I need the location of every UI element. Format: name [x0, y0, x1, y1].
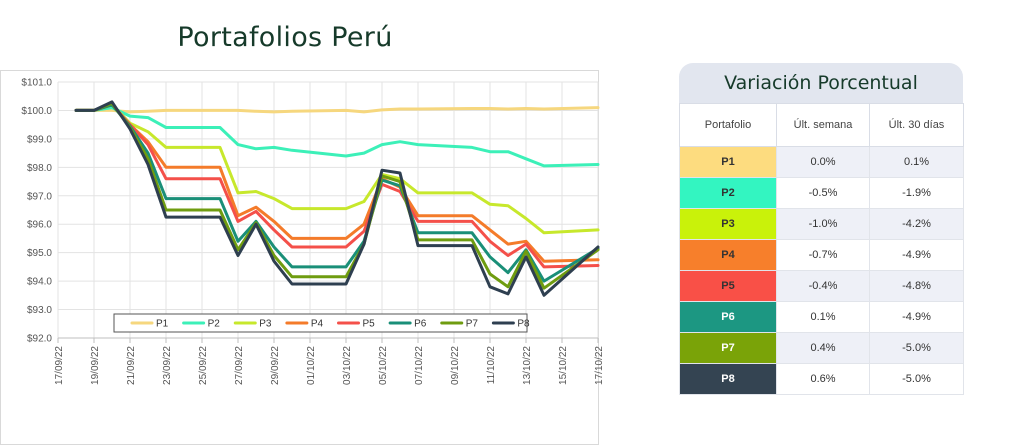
legend-label: P8: [517, 319, 530, 330]
x-tick-label: 27/09/22: [234, 346, 245, 385]
portfolio-name-cell: P3: [679, 208, 777, 240]
legend-label: P6: [414, 319, 427, 330]
x-tick-label: 15/10/22: [558, 346, 569, 385]
last-week-cell: -0.5%: [776, 177, 870, 209]
legend-label: P5: [363, 319, 376, 330]
x-tick-label: 19/09/22: [90, 346, 101, 385]
line-chart: $92.0 $93.0 $94.0 $95.0 $96.0 $97.0 $98.0 $99.0…: [0, 70, 605, 445]
y-tick-label: $100.0: [21, 106, 52, 117]
table-row: P2 -0.5% -1.9%: [679, 177, 964, 209]
x-tick-label: 29/09/22: [270, 346, 281, 385]
table-row: P7 0.4% -5.0%: [679, 332, 964, 364]
x-tick-label: 21/09/22: [126, 346, 137, 385]
legend-label: P3: [259, 319, 272, 330]
last-week-cell: 0.0%: [776, 146, 870, 178]
last-30-days-cell: 0.1%: [869, 146, 964, 178]
series-line-p8: [74, 100, 600, 297]
last-week-cell: 0.6%: [776, 363, 870, 395]
portfolio-name-cell: P6: [679, 301, 777, 333]
table-row: P6 0.1% -4.9%: [679, 301, 964, 333]
table-row: P8 0.6% -5.0%: [679, 363, 964, 395]
x-tick-label: 07/10/22: [414, 346, 425, 385]
last-week-cell: -0.7%: [776, 239, 870, 271]
variation-table: Portafolio Últ. semana Últ. 30 días P1 0.…: [679, 103, 964, 395]
y-tick-label: $92.0: [27, 334, 52, 345]
table-row: P3 -1.0% -4.2%: [679, 208, 964, 240]
last-week-cell: -0.4%: [776, 270, 870, 302]
x-tick-label: 17/10/22: [594, 346, 605, 385]
x-tick-label: 25/09/22: [198, 346, 209, 385]
x-tick-label: 13/10/22: [522, 346, 533, 385]
legend-label: P2: [208, 319, 221, 330]
y-tick-label: $94.0: [27, 277, 52, 288]
x-tick-label: 09/10/22: [450, 346, 461, 385]
portfolio-name-cell: P5: [679, 270, 777, 302]
y-tick-label: $99.0: [27, 134, 52, 145]
legend-label: P7: [466, 319, 479, 330]
x-tick-label: 01/10/22: [306, 346, 317, 385]
last-30-days-cell: -4.8%: [869, 270, 964, 302]
series-line-p6: [74, 103, 600, 283]
table-title: Variación Porcentual: [679, 63, 963, 103]
y-tick-label: $93.0: [27, 305, 52, 316]
x-tick-label: 05/10/22: [378, 346, 389, 385]
y-tick-label: $97.0: [27, 191, 52, 202]
table-header-row: Portafolio Últ. semana Últ. 30 días: [679, 103, 964, 147]
last-week-cell: 0.4%: [776, 332, 870, 364]
legend-label: P1: [156, 319, 169, 330]
last-30-days-cell: -4.9%: [869, 239, 964, 271]
x-tick-label: 11/10/22: [486, 346, 497, 385]
chart-frame: [0, 70, 599, 445]
x-tick-label: 17/09/22: [54, 346, 65, 385]
table-row: P4 -0.7% -4.9%: [679, 239, 964, 271]
last-30-days-cell: -4.9%: [869, 301, 964, 333]
header-last-week: Últ. semana: [776, 103, 870, 147]
table-row: P1 0.0% 0.1%: [679, 146, 964, 178]
x-tick-label: 23/09/22: [162, 346, 173, 385]
y-tick-label: $101.0: [21, 78, 52, 89]
series-line-p2: [74, 106, 600, 168]
portfolio-name-cell: P7: [679, 332, 777, 364]
series-line-p7: [74, 101, 600, 290]
portfolio-name-cell: P8: [679, 363, 777, 395]
last-30-days-cell: -5.0%: [869, 332, 964, 364]
portfolio-name-cell: P1: [679, 146, 777, 178]
portfolio-name-cell: P4: [679, 239, 777, 271]
chart-title: Portafolios Perú: [177, 22, 393, 53]
legend-label: P4: [311, 319, 324, 330]
y-tick-label: $95.0: [27, 248, 52, 259]
last-week-cell: -1.0%: [776, 208, 870, 240]
portfolio-name-cell: P2: [679, 177, 777, 209]
series-line-p3: [74, 103, 600, 235]
header-portafolio: Portafolio: [679, 103, 777, 147]
legend-box: [113, 313, 528, 333]
last-30-days-cell: -5.0%: [869, 363, 964, 395]
x-tick-label: 03/10/22: [342, 346, 353, 385]
variation-table-panel: Variación Porcentual Portafolio Últ. sem…: [679, 63, 964, 395]
last-week-cell: 0.1%: [776, 301, 870, 333]
series-line-p5: [74, 103, 600, 269]
table-row: P5 -0.4% -4.8%: [679, 270, 964, 302]
header-last-30-days: Últ. 30 días: [869, 103, 964, 147]
y-tick-label: $96.0: [27, 220, 52, 231]
last-30-days-cell: -1.9%: [869, 177, 964, 209]
last-30-days-cell: -4.2%: [869, 208, 964, 240]
y-tick-label: $98.0: [27, 163, 52, 174]
series-line-p1: [74, 106, 600, 114]
